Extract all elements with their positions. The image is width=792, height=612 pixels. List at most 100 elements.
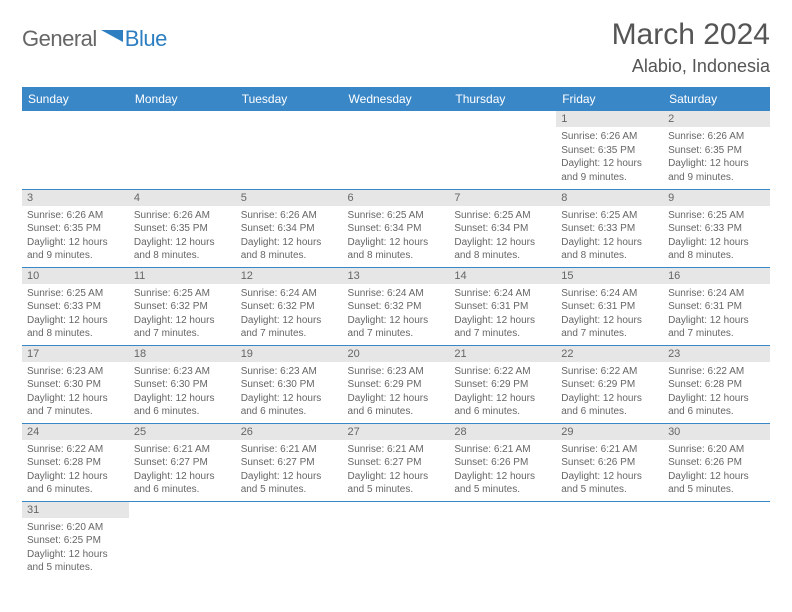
calendar-cell: 28Sunrise: 6:21 AMSunset: 6:26 PMDayligh…	[449, 423, 556, 501]
calendar-cell: 7Sunrise: 6:25 AMSunset: 6:34 PMDaylight…	[449, 189, 556, 267]
day-details: Sunrise: 6:24 AMSunset: 6:32 PMDaylight:…	[343, 284, 450, 345]
calendar-cell: 9Sunrise: 6:25 AMSunset: 6:33 PMDaylight…	[663, 189, 770, 267]
daylight-text: and 7 minutes.	[348, 327, 445, 341]
sunrise-text: Sunrise: 6:23 AM	[134, 365, 231, 379]
sunrise-text: Sunrise: 6:25 AM	[668, 209, 765, 223]
logo-text-main: General	[22, 26, 97, 52]
daylight-text: Daylight: 12 hours	[561, 236, 658, 250]
daylight-text: Daylight: 12 hours	[134, 392, 231, 406]
sunset-text: Sunset: 6:26 PM	[668, 456, 765, 470]
sunrise-text: Sunrise: 6:21 AM	[454, 443, 551, 457]
sunrise-text: Sunrise: 6:22 AM	[27, 443, 124, 457]
daylight-text: Daylight: 12 hours	[27, 236, 124, 250]
calendar-cell: 13Sunrise: 6:24 AMSunset: 6:32 PMDayligh…	[343, 267, 450, 345]
daylight-text: Daylight: 12 hours	[241, 470, 338, 484]
sunrise-text: Sunrise: 6:26 AM	[134, 209, 231, 223]
daylight-text: Daylight: 12 hours	[668, 470, 765, 484]
sunrise-text: Sunrise: 6:24 AM	[454, 287, 551, 301]
weekday-header: Wednesday	[343, 87, 450, 111]
calendar-cell: 5Sunrise: 6:26 AMSunset: 6:34 PMDaylight…	[236, 189, 343, 267]
daylight-text: Daylight: 12 hours	[348, 314, 445, 328]
daylight-text: and 8 minutes.	[668, 249, 765, 263]
day-details: Sunrise: 6:26 AMSunset: 6:35 PMDaylight:…	[22, 206, 129, 267]
weekday-header: Saturday	[663, 87, 770, 111]
day-details: Sunrise: 6:22 AMSunset: 6:29 PMDaylight:…	[556, 362, 663, 423]
daylight-text: Daylight: 12 hours	[134, 314, 231, 328]
day-number: 1	[556, 111, 663, 127]
day-number: 30	[663, 424, 770, 440]
calendar-cell	[449, 501, 556, 579]
day-details: Sunrise: 6:26 AMSunset: 6:35 PMDaylight:…	[556, 127, 663, 188]
daylight-text: Daylight: 12 hours	[454, 236, 551, 250]
day-number: 22	[556, 346, 663, 362]
daylight-text: Daylight: 12 hours	[561, 157, 658, 171]
day-number: 12	[236, 268, 343, 284]
weekday-header: Monday	[129, 87, 236, 111]
daylight-text: Daylight: 12 hours	[454, 392, 551, 406]
sunset-text: Sunset: 6:27 PM	[348, 456, 445, 470]
day-number: 16	[663, 268, 770, 284]
sunset-text: Sunset: 6:29 PM	[348, 378, 445, 392]
daylight-text: and 8 minutes.	[561, 249, 658, 263]
sunrise-text: Sunrise: 6:22 AM	[561, 365, 658, 379]
daylight-text: Daylight: 12 hours	[27, 548, 124, 562]
flag-icon	[101, 28, 125, 51]
daylight-text: Daylight: 12 hours	[348, 236, 445, 250]
calendar-cell	[22, 111, 129, 189]
calendar-cell: 11Sunrise: 6:25 AMSunset: 6:32 PMDayligh…	[129, 267, 236, 345]
sunset-text: Sunset: 6:31 PM	[561, 300, 658, 314]
calendar-week-row: 1Sunrise: 6:26 AMSunset: 6:35 PMDaylight…	[22, 111, 770, 189]
day-number: 2	[663, 111, 770, 127]
page-title: March 2024	[612, 18, 770, 52]
day-number: 27	[343, 424, 450, 440]
sunset-text: Sunset: 6:31 PM	[454, 300, 551, 314]
day-details: Sunrise: 6:23 AMSunset: 6:30 PMDaylight:…	[236, 362, 343, 423]
logo: General Blue	[22, 26, 167, 52]
calendar-cell	[236, 501, 343, 579]
sunset-text: Sunset: 6:26 PM	[454, 456, 551, 470]
calendar-cell: 1Sunrise: 6:26 AMSunset: 6:35 PMDaylight…	[556, 111, 663, 189]
day-details: Sunrise: 6:21 AMSunset: 6:26 PMDaylight:…	[556, 440, 663, 501]
daylight-text: and 5 minutes.	[27, 561, 124, 575]
day-details: Sunrise: 6:21 AMSunset: 6:27 PMDaylight:…	[236, 440, 343, 501]
day-details: Sunrise: 6:20 AMSunset: 6:25 PMDaylight:…	[22, 518, 129, 579]
calendar-cell: 17Sunrise: 6:23 AMSunset: 6:30 PMDayligh…	[22, 345, 129, 423]
sunset-text: Sunset: 6:35 PM	[27, 222, 124, 236]
day-details: Sunrise: 6:25 AMSunset: 6:33 PMDaylight:…	[663, 206, 770, 267]
daylight-text: Daylight: 12 hours	[668, 157, 765, 171]
calendar-cell	[236, 111, 343, 189]
calendar-cell: 29Sunrise: 6:21 AMSunset: 6:26 PMDayligh…	[556, 423, 663, 501]
daylight-text: Daylight: 12 hours	[134, 470, 231, 484]
day-details: Sunrise: 6:26 AMSunset: 6:34 PMDaylight:…	[236, 206, 343, 267]
daylight-text: and 7 minutes.	[134, 327, 231, 341]
day-details: Sunrise: 6:23 AMSunset: 6:30 PMDaylight:…	[22, 362, 129, 423]
day-details: Sunrise: 6:24 AMSunset: 6:31 PMDaylight:…	[663, 284, 770, 345]
daylight-text: and 5 minutes.	[668, 483, 765, 497]
day-number: 6	[343, 190, 450, 206]
daylight-text: and 8 minutes.	[454, 249, 551, 263]
day-details: Sunrise: 6:26 AMSunset: 6:35 PMDaylight:…	[129, 206, 236, 267]
day-number: 5	[236, 190, 343, 206]
day-number: 9	[663, 190, 770, 206]
day-details: Sunrise: 6:23 AMSunset: 6:29 PMDaylight:…	[343, 362, 450, 423]
day-details: Sunrise: 6:22 AMSunset: 6:28 PMDaylight:…	[663, 362, 770, 423]
calendar-cell: 30 Sunrise: 6:20 AMSunset: 6:26 PMDayligh…	[663, 423, 770, 501]
calendar-cell	[129, 501, 236, 579]
day-details: Sunrise: 6:25 AMSunset: 6:34 PMDaylight:…	[449, 206, 556, 267]
daylight-text: and 8 minutes.	[241, 249, 338, 263]
day-details: Sunrise: 6:26 AMSunset: 6:35 PMDaylight:…	[663, 127, 770, 188]
daylight-text: Daylight: 12 hours	[454, 470, 551, 484]
sunrise-text: Sunrise: 6:22 AM	[668, 365, 765, 379]
calendar-cell: 2Sunrise: 6:26 AMSunset: 6:35 PMDaylight…	[663, 111, 770, 189]
day-details: Sunrise: 6:22 AMSunset: 6:28 PMDaylight:…	[22, 440, 129, 501]
sunset-text: Sunset: 6:34 PM	[348, 222, 445, 236]
calendar-cell: 25Sunrise: 6:21 AMSunset: 6:27 PMDayligh…	[129, 423, 236, 501]
sunset-text: Sunset: 6:30 PM	[241, 378, 338, 392]
sunset-text: Sunset: 6:30 PM	[134, 378, 231, 392]
sunrise-text: Sunrise: 6:26 AM	[27, 209, 124, 223]
daylight-text: Daylight: 12 hours	[241, 314, 338, 328]
daylight-text: and 5 minutes.	[454, 483, 551, 497]
calendar-cell: 24Sunrise: 6:22 AMSunset: 6:28 PMDayligh…	[22, 423, 129, 501]
sunrise-text: Sunrise: 6:20 AM	[668, 443, 765, 457]
calendar-table: Sunday Monday Tuesday Wednesday Thursday…	[22, 87, 770, 579]
